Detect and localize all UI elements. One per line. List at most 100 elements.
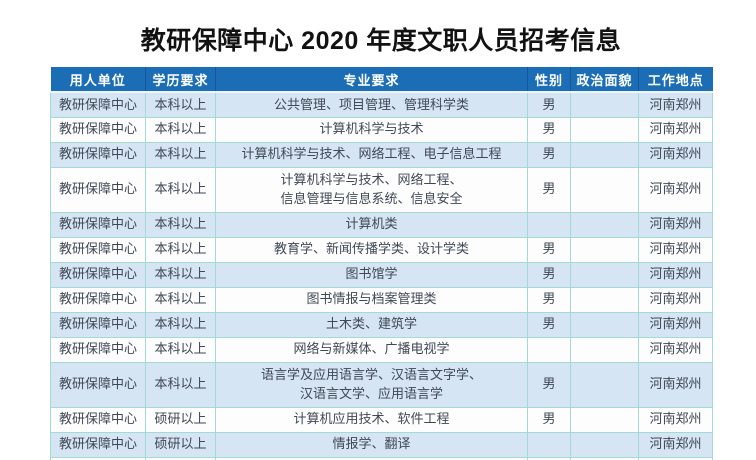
employer-cell: 教研保障中心	[50, 91, 146, 118]
political-cell	[570, 91, 639, 118]
education-cell: 本科以上	[145, 261, 216, 288]
gender-cell	[527, 336, 571, 363]
political-cell	[570, 211, 639, 238]
content-area: 教研保障中心 2020 年度文职人员招考信息 用人单位 学历要求 专业要求 性别…	[50, 26, 713, 460]
table-row: 教研保障中心 本科以上 计算机类 河南郑州	[50, 211, 713, 238]
major-cell: 图书情报与档案管理类	[215, 286, 528, 313]
employer-cell: 教研保障中心	[50, 261, 146, 288]
table-row: 教研保障中心 本科以上 计算机科学与技术 男 河南郑州	[50, 116, 713, 143]
employer-cell: 教研保障中心	[50, 236, 146, 263]
education-cell: 本科以上	[145, 336, 216, 363]
table-row: 教研保障中心 本科以上 土木类、建筑学 男 河南郑州	[50, 311, 713, 338]
major-cell: 土木类、建筑学	[215, 311, 528, 338]
table-row: 教研保障中心 本科以上 图书情报与档案管理类 男 河南郑州	[50, 286, 713, 313]
employer-cell: 教研保障中心	[50, 116, 146, 143]
col-header-political: 政治面貌	[570, 67, 639, 92]
education-cell: 本科以上	[145, 311, 216, 338]
political-cell	[570, 141, 639, 168]
location-cell: 河南郑州	[638, 311, 713, 338]
table-row: 教研保障中心 本科以上 图书馆学 男 河南郑州	[50, 261, 713, 288]
employer-cell: 教研保障中心	[50, 336, 146, 363]
recruitment-table: 用人单位 学历要求 专业要求 性别 政治面貌 工作地点 教研保障中心 本科以上 …	[50, 67, 713, 460]
major-cell: 计算机科学与技术、网络工程、 信息管理与信息系统、信息安全	[215, 166, 528, 213]
employer-cell: 教研保障中心	[50, 166, 146, 213]
major-cell: 教育学、新闻传播学类、设计学类	[215, 236, 528, 263]
political-cell	[570, 236, 639, 263]
col-header-employer: 用人单位	[50, 67, 146, 92]
location-cell: 河南郑州	[638, 141, 713, 168]
gender-cell: 男	[527, 286, 571, 313]
gender-cell: 男	[527, 166, 571, 213]
gender-cell: 男	[527, 236, 571, 263]
major-cell: 公共管理、项目管理、管理科学类	[215, 91, 528, 118]
major-cell: 计算机科学与技术	[215, 116, 528, 143]
col-header-education: 学历要求	[145, 67, 216, 92]
table-row: 教研保障中心 本科以上 网络与新媒体、广播电视学 河南郑州	[50, 336, 713, 363]
gender-cell: 男	[527, 311, 571, 338]
education-cell: 本科以上	[145, 91, 216, 118]
major-cell: 情报学、翻译	[215, 431, 528, 458]
gender-cell: 男	[527, 141, 571, 168]
location-cell: 河南郑州	[638, 361, 713, 408]
education-cell: 本科以上	[145, 211, 216, 238]
location-cell: 河南郑州	[638, 116, 713, 143]
location-cell: 河南郑州	[638, 236, 713, 263]
major-cell: 计算机类	[215, 211, 528, 238]
location-cell: 河南郑州	[638, 406, 713, 433]
major-cell: 网络与新媒体、广播电视学	[215, 336, 528, 363]
gender-cell: 男	[527, 406, 571, 433]
employer-cell: 教研保障中心	[50, 431, 146, 458]
table-row: 教研保障中心 本科以上 公共管理、项目管理、管理科学类 男 河南郑州	[50, 91, 713, 118]
education-cell: 本科以上	[145, 286, 216, 313]
political-cell	[570, 166, 639, 213]
table-row: 教研保障中心 本科以上 教育学、新闻传播学类、设计学类 男 河南郑州	[50, 236, 713, 263]
political-cell	[570, 406, 639, 433]
political-cell	[570, 431, 639, 458]
political-cell	[570, 116, 639, 143]
employer-cell: 教研保障中心	[50, 361, 146, 408]
col-header-gender: 性别	[527, 67, 571, 92]
gender-cell: 男	[527, 261, 571, 288]
gender-cell: 男	[527, 116, 571, 143]
education-cell: 本科以上	[145, 361, 216, 408]
employer-cell: 教研保障中心	[50, 286, 146, 313]
education-cell: 本科以上	[145, 236, 216, 263]
location-cell: 河南郑州	[638, 91, 713, 118]
political-cell	[570, 336, 639, 363]
location-cell	[638, 456, 713, 460]
employer-cell: 教研保障中心	[50, 141, 146, 168]
major-cell: 语言学及应用语言学、汉语言文字学、 汉语言文学、应用语言学	[215, 361, 528, 408]
table-row: 教研保障中心 本科以上 语言学及应用语言学、汉语言文字学、 汉语言文学、应用语言…	[50, 361, 713, 408]
table-row: 教研保障中心 硕研以上 情报学、翻译 河南郑州	[50, 431, 713, 458]
political-cell	[570, 286, 639, 313]
table-row: 教研保障中心 本科以上 计算机科学与技术、网络工程、电子信息工程 男 河南郑州	[50, 141, 713, 168]
education-cell: 本科以上	[145, 141, 216, 168]
major-cell: 图书馆学	[215, 261, 528, 288]
employer-cell: 教研保障中心	[50, 406, 146, 433]
page-title: 教研保障中心 2020 年度文职人员招考信息	[140, 27, 622, 55]
education-cell: 硕研以上	[145, 431, 216, 458]
table-row: 教研保障中心 本科以上 计算机科学与技术、网络工程、 信息管理与信息系统、信息安…	[50, 166, 713, 213]
location-cell: 河南郑州	[638, 166, 713, 213]
gender-cell: 男	[527, 361, 571, 408]
col-header-location: 工作地点	[638, 67, 713, 92]
education-cell: 本科以上	[145, 166, 216, 213]
gender-cell	[527, 431, 571, 458]
col-header-major: 专业要求	[215, 67, 528, 92]
table-row	[50, 456, 713, 460]
location-cell: 河南郑州	[638, 336, 713, 363]
employer-cell: 教研保障中心	[50, 211, 146, 238]
gender-cell	[527, 211, 571, 238]
political-cell	[570, 311, 639, 338]
major-cell: 计算机应用技术、软件工程	[215, 406, 528, 433]
location-cell: 河南郑州	[638, 211, 713, 238]
header-row: 用人单位 学历要求 专业要求 性别 政治面貌 工作地点	[50, 67, 713, 92]
political-cell	[570, 361, 639, 408]
employer-cell: 教研保障中心	[50, 311, 146, 338]
table-row: 教研保障中心 硕研以上 计算机应用技术、软件工程 男 河南郑州	[50, 406, 713, 433]
location-cell: 河南郑州	[638, 431, 713, 458]
gender-cell: 男	[527, 91, 571, 118]
political-cell	[570, 261, 639, 288]
table-header: 用人单位 学历要求 专业要求 性别 政治面貌 工作地点	[50, 67, 713, 92]
